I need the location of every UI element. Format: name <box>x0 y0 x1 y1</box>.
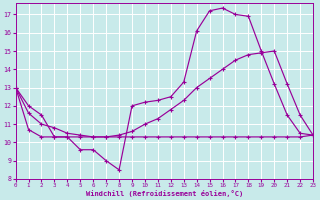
X-axis label: Windchill (Refroidissement éolien,°C): Windchill (Refroidissement éolien,°C) <box>86 190 243 197</box>
